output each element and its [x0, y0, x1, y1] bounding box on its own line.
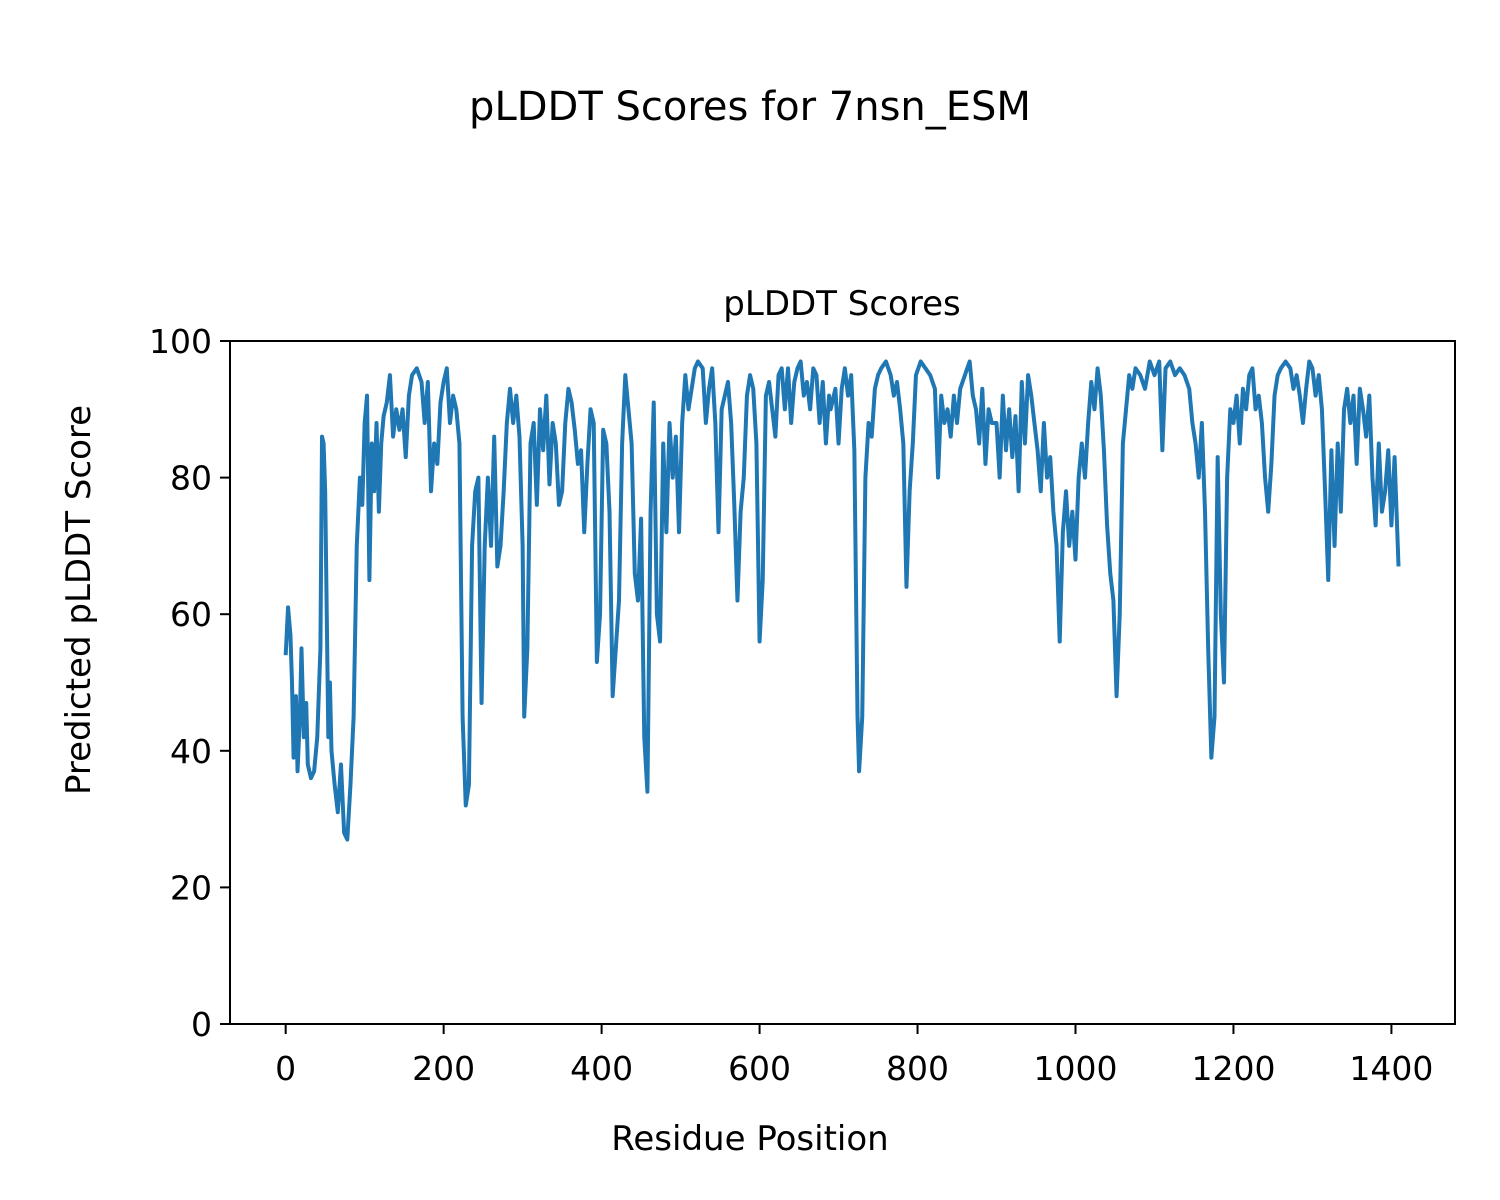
figure-title: pLDDT Scores for 7nsn_ESM [469, 84, 1031, 130]
x-tick-label: 1000 [1034, 1049, 1118, 1088]
x-tick-label: 200 [412, 1049, 475, 1088]
x-tick-label: 400 [570, 1049, 633, 1088]
y-axis-label: Predicted pLDDT Score [59, 405, 99, 795]
y-tick-label: 80 [170, 459, 212, 498]
y-tick-label: 60 [170, 595, 212, 634]
axes-title: pLDDT Scores [723, 284, 960, 324]
y-tick-label: 40 [170, 732, 212, 771]
x-tick-label: 1400 [1349, 1049, 1433, 1088]
data-line [283, 359, 1401, 842]
y-tick-label: 100 [149, 322, 212, 361]
x-tick-label: 0 [275, 1049, 296, 1088]
x-axis-label: Residue Position [611, 1119, 888, 1159]
x-tick-label: 800 [886, 1049, 949, 1088]
plot-frame [229, 340, 1456, 1025]
x-tick-label: 600 [728, 1049, 791, 1088]
y-tick-label: 0 [191, 1005, 212, 1044]
y-tick-label: 20 [170, 868, 212, 907]
x-tick-label: 1200 [1191, 1049, 1275, 1088]
